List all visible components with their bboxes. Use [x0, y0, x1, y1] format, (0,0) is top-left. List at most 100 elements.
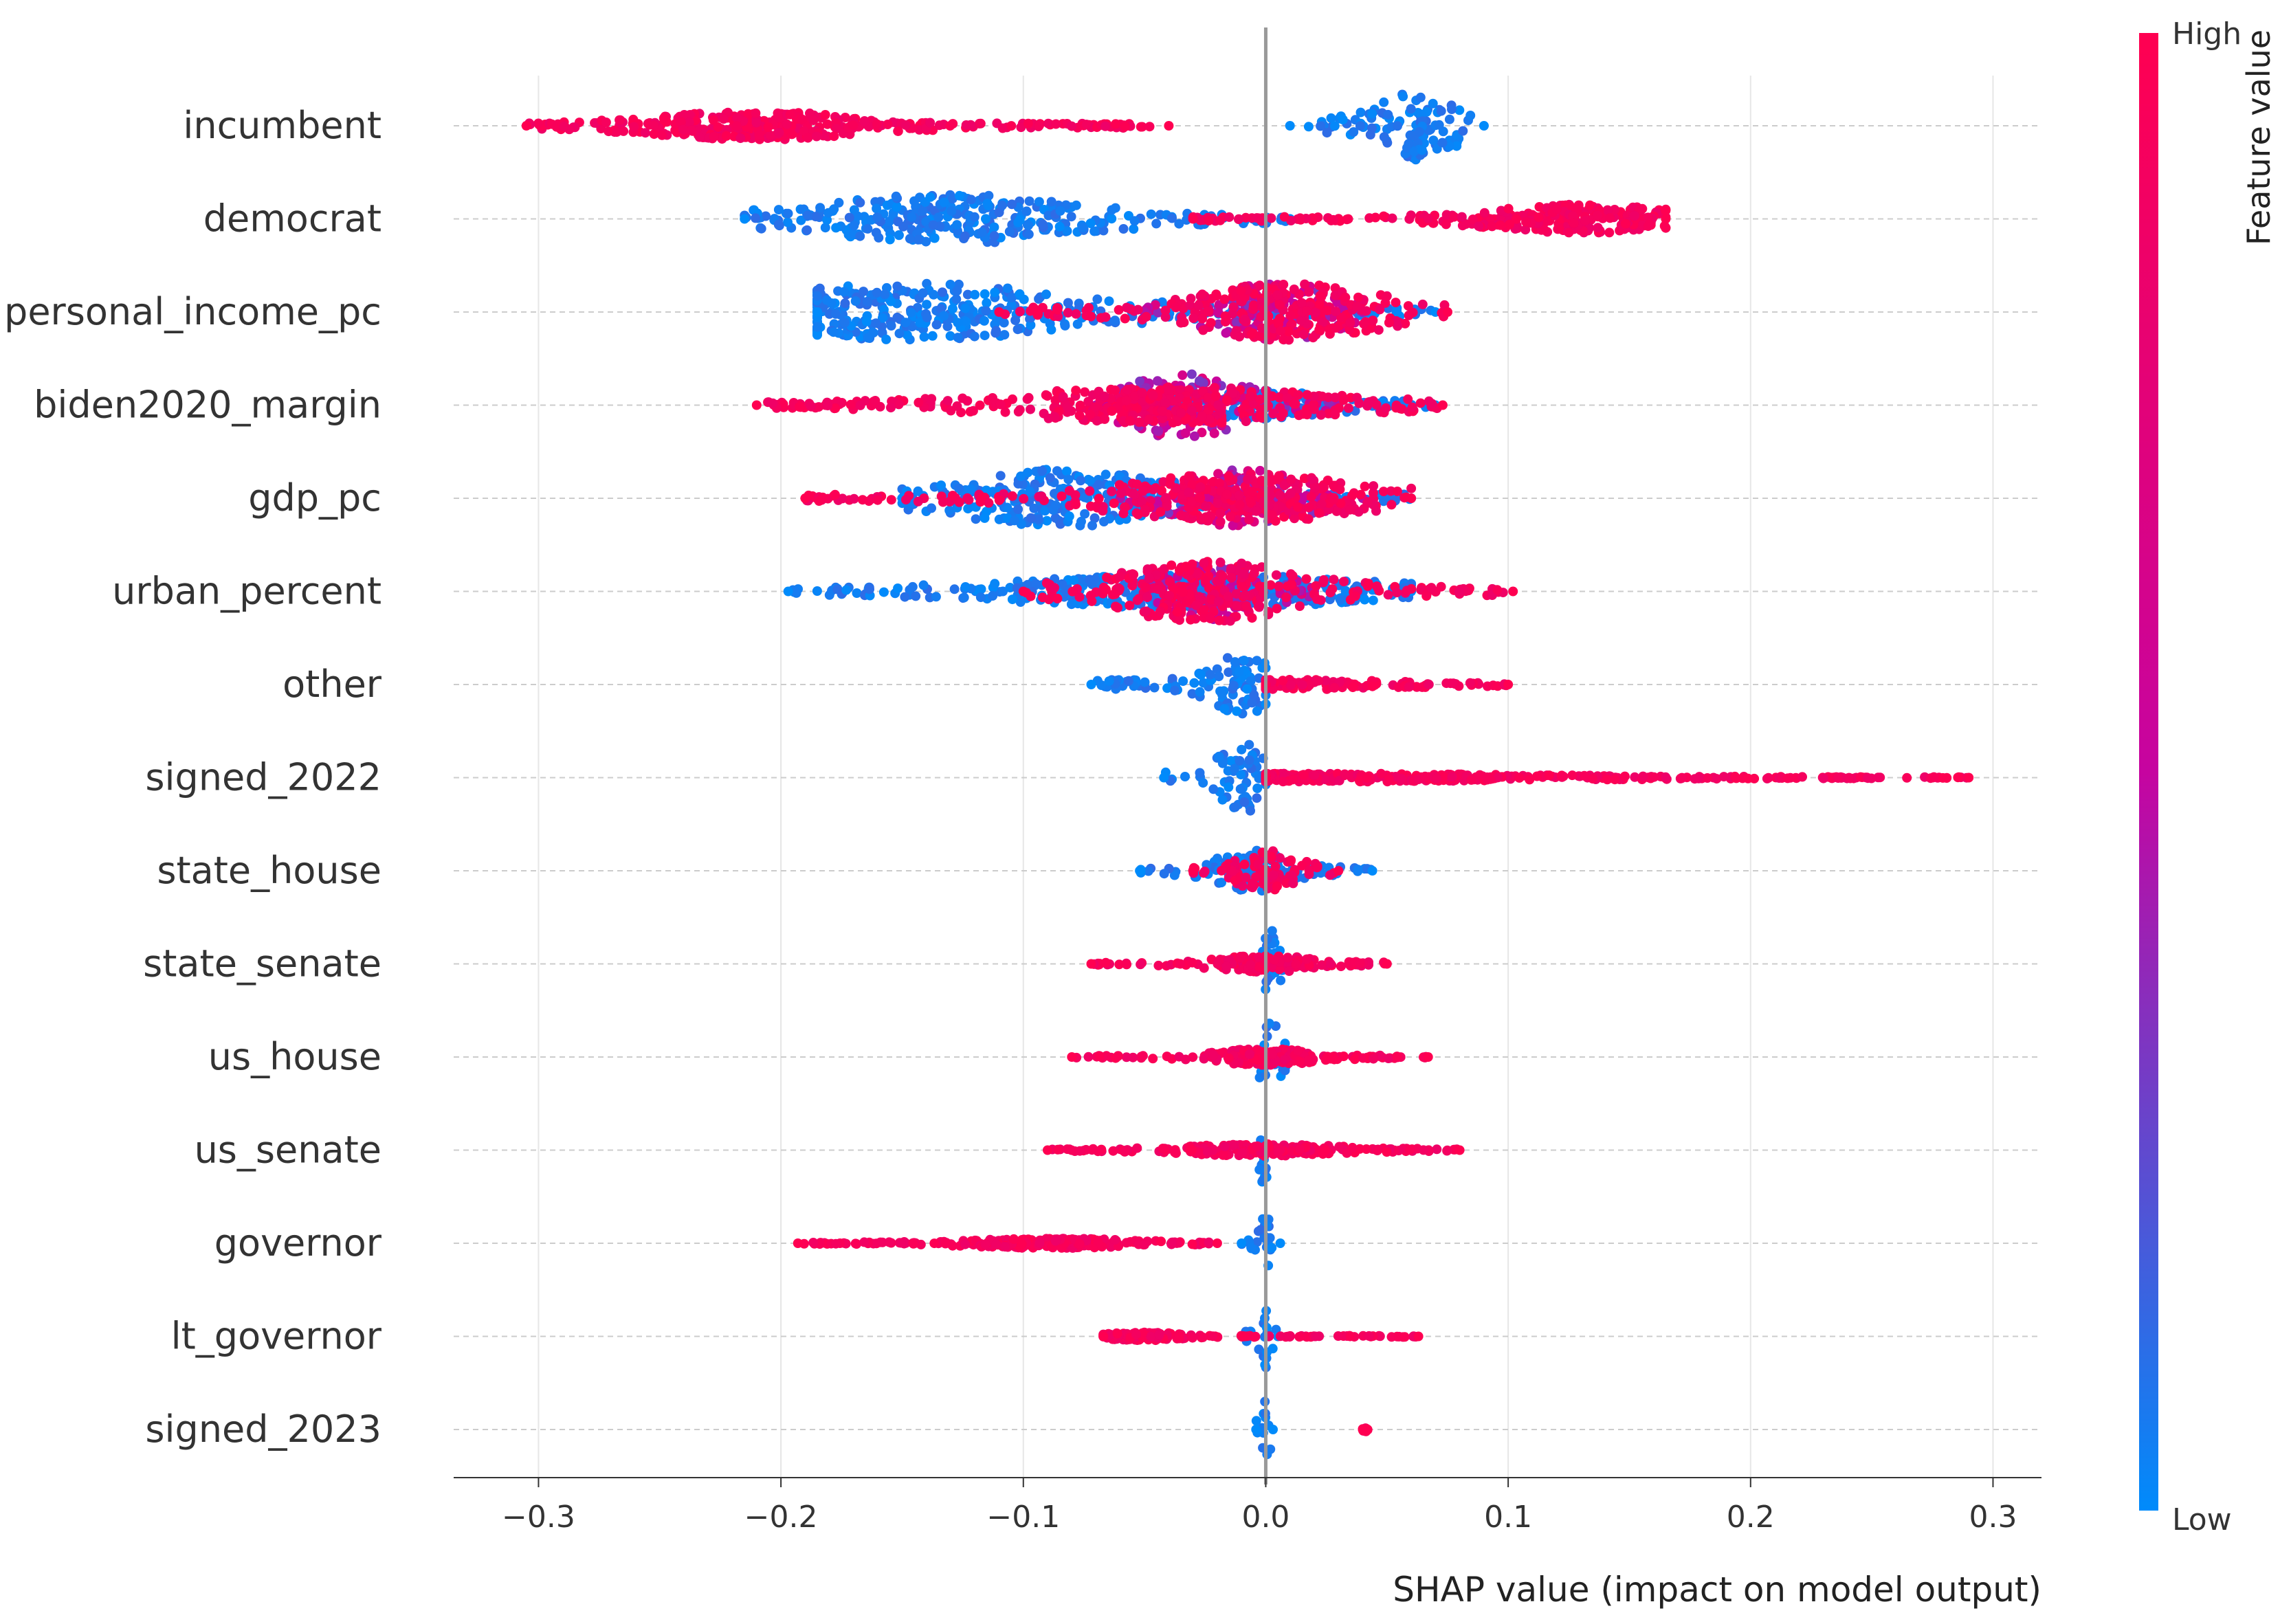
- shap-point: [1146, 209, 1156, 219]
- shap-point: [954, 497, 964, 507]
- shap-point: [852, 211, 863, 221]
- shap-point: [559, 121, 569, 131]
- shap-point: [1381, 403, 1391, 413]
- shap-point: [1132, 479, 1142, 489]
- shap-point: [1023, 118, 1033, 129]
- shap-point: [1138, 486, 1148, 496]
- shap-point: [1197, 313, 1208, 324]
- shap-point: [1235, 784, 1246, 794]
- shap-point: [1090, 402, 1100, 412]
- shap-point: [1314, 324, 1325, 335]
- shap-point: [960, 582, 971, 592]
- shap-point: [1085, 476, 1095, 486]
- shap-point: [1316, 410, 1326, 420]
- shap-point: [1393, 121, 1402, 131]
- shap-point: [796, 215, 806, 225]
- shap-point: [906, 307, 916, 318]
- shap-point: [852, 588, 862, 598]
- shap-point: [1267, 510, 1277, 520]
- shap-point: [1194, 492, 1204, 502]
- shap-point: [783, 217, 793, 227]
- shap-point: [1023, 220, 1034, 230]
- shap-point: [1274, 581, 1284, 592]
- shap-point: [1026, 513, 1036, 523]
- shap-point: [1195, 768, 1205, 778]
- shap-point: [1004, 227, 1015, 236]
- shap-point: [1255, 411, 1265, 421]
- shap-point: [1310, 307, 1320, 318]
- shap-point: [1069, 575, 1079, 586]
- shap-point: [928, 220, 938, 230]
- shap-point: [1661, 772, 1671, 782]
- shap-point: [1137, 122, 1147, 132]
- shap-point: [1252, 706, 1262, 716]
- shap-point: [657, 130, 667, 140]
- shap-point: [1294, 410, 1304, 421]
- shap-point: [1092, 416, 1102, 426]
- shap-point: [1343, 403, 1353, 413]
- shap-point: [1287, 571, 1298, 581]
- shap-point: [1219, 294, 1230, 304]
- shap-point: [1237, 558, 1247, 568]
- shap-point: [900, 120, 911, 130]
- shap-point: [994, 307, 1004, 317]
- shap-point: [863, 333, 873, 343]
- shap-point: [1314, 676, 1324, 686]
- shap-point: [1568, 211, 1578, 221]
- shap-point: [820, 110, 830, 120]
- shap-point: [1171, 302, 1181, 313]
- shap-point: [1199, 513, 1209, 524]
- shap-point: [1180, 428, 1191, 438]
- shap-point: [1457, 212, 1467, 222]
- shap-point: [900, 318, 911, 328]
- shap-point: [1038, 219, 1048, 230]
- shap-point: [1279, 212, 1290, 222]
- shap-point: [1362, 772, 1372, 783]
- shap-point: [1129, 216, 1140, 226]
- shap-point: [1206, 318, 1216, 328]
- shap-point: [977, 492, 987, 502]
- shap-point: [1235, 331, 1245, 342]
- shap-point: [1437, 137, 1448, 148]
- shap-point: [1373, 325, 1384, 335]
- shap-point: [1224, 591, 1233, 601]
- shap-point: [1228, 520, 1238, 531]
- shap-point: [1005, 583, 1015, 592]
- shap-point: [1074, 592, 1085, 602]
- shap-point: [1540, 225, 1550, 235]
- shap-point: [862, 296, 872, 307]
- shap-point: [1929, 772, 1939, 782]
- shap-point: [1052, 594, 1063, 603]
- shap-point: [1042, 391, 1052, 401]
- shap-point: [1278, 408, 1288, 419]
- shap-point: [815, 203, 826, 213]
- shap-point: [1239, 797, 1250, 808]
- shap-point: [1158, 413, 1168, 423]
- shap-point: [1308, 333, 1318, 343]
- shap-point: [1050, 583, 1059, 593]
- shap-point: [880, 289, 890, 300]
- shap-point: [1398, 91, 1408, 102]
- shap-point: [1274, 300, 1285, 310]
- shap-point: [1369, 481, 1379, 491]
- shap-point: [1254, 601, 1265, 611]
- shap-point: [1252, 793, 1262, 803]
- shap-point: [1023, 392, 1034, 403]
- shap-point: [855, 400, 865, 410]
- shap-point: [1274, 392, 1285, 403]
- shap-point: [1441, 210, 1452, 220]
- shap-point: [658, 113, 669, 123]
- shap-point: [839, 287, 849, 297]
- shap-point: [1328, 495, 1338, 505]
- shap-point: [1371, 212, 1380, 223]
- shap-point: [1170, 685, 1180, 696]
- shap-point: [1221, 328, 1231, 338]
- shap-point: [1718, 772, 1729, 782]
- shap-point: [1123, 676, 1133, 686]
- shap-point: [959, 592, 969, 603]
- shap-point: [1018, 586, 1028, 597]
- shap-point: [1338, 115, 1348, 124]
- shap-point: [795, 402, 805, 412]
- shap-point: [1514, 772, 1525, 783]
- shap-point: [1167, 213, 1177, 223]
